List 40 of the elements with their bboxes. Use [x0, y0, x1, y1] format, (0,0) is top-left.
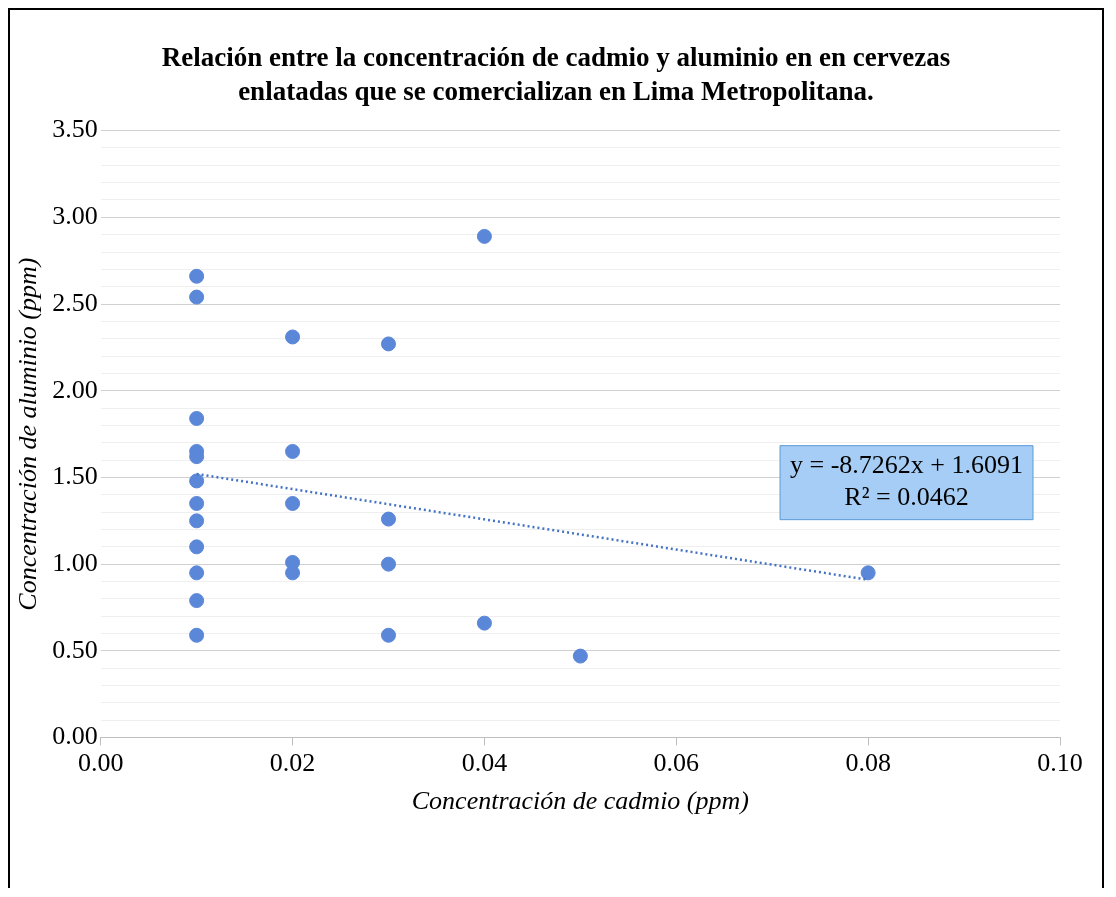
point	[380, 627, 396, 643]
x-tick-label: 0.10	[1037, 748, 1083, 778]
y-tick-label: 0.00	[52, 721, 98, 751]
point	[476, 615, 492, 631]
point	[285, 443, 301, 459]
y-tick-label: 3.50	[52, 114, 98, 144]
point	[189, 289, 205, 305]
point	[380, 556, 396, 572]
point	[285, 495, 301, 511]
y-tick-label: 2.00	[52, 374, 98, 404]
point	[189, 268, 205, 284]
point	[380, 336, 396, 352]
point	[860, 565, 876, 581]
y-tick-label: 1.00	[52, 548, 98, 577]
point	[476, 228, 492, 244]
x-tick-label: 0.02	[269, 748, 316, 778]
chart-title: Relación entre la concentración de cadmio y aluminio en en cervezas enlatadas que se comercializan en Lima Metropolitana.	[161, 41, 951, 108]
y-tick-label: 1.50	[52, 461, 98, 491]
point	[380, 511, 396, 527]
y-tick-label: 3.00	[52, 201, 98, 231]
point	[285, 565, 301, 581]
x-tick-label: 0.08	[845, 748, 891, 778]
point	[189, 539, 205, 555]
point	[189, 513, 205, 529]
point	[572, 648, 588, 664]
x-tick-label: 0.04	[461, 748, 508, 778]
point	[189, 627, 205, 643]
point	[189, 565, 205, 581]
point	[189, 593, 205, 609]
point	[189, 495, 205, 511]
y-axis-title: Concentración de aluminio (ppm)	[13, 257, 43, 611]
y-tick-label: 0.50	[52, 634, 98, 664]
x-axis-title: Concentración de cadmio (ppm)	[411, 786, 749, 816]
point	[189, 473, 205, 489]
point	[285, 329, 301, 345]
x-tick-label: 0.00	[77, 748, 124, 778]
x-tick-label: 0.06	[653, 748, 700, 778]
y-tick-label: 2.50	[52, 287, 98, 317]
annotation: y = -8.7262x + 1.6091 R² = 0.0462	[790, 450, 1023, 512]
point	[189, 410, 205, 426]
